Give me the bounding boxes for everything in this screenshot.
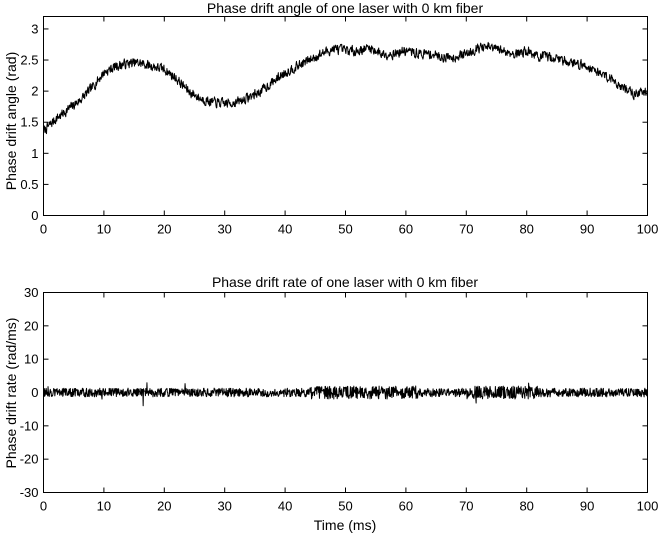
bottom-x-tick-label: 10 (97, 499, 111, 514)
bottom-x-tick-label: 100 (637, 499, 659, 514)
top-x-tick-label: 80 (519, 222, 533, 237)
bottom-y-tick-label: -30 (20, 485, 39, 500)
top-y-axis-label: Phase drift angle (rad) (3, 52, 19, 191)
bottom-x-tick-label: 30 (217, 499, 231, 514)
top-plot-frame (43, 16, 648, 216)
top-y-tick-label: 0.5 (20, 177, 38, 192)
top-chart-title: Phase drift angle of one laser with 0 km… (207, 0, 484, 16)
top-x-tick-label: 10 (97, 222, 111, 237)
top-x-tick-label: 20 (157, 222, 171, 237)
top-series-line (43, 41, 648, 135)
bottom-x-tick-label: 40 (278, 499, 292, 514)
top-x-tick-label: 70 (459, 222, 473, 237)
bottom-x-axis-label: Time (ms) (314, 517, 376, 533)
top-y-tick-label: 1.5 (20, 115, 38, 130)
top-axis-ticks: 0 10 20 30 40 50 60 70 80 90 100 0 0.5 1 1.5 2 2.5 3 (20, 16, 659, 237)
top-y-tick-label: 1 (31, 146, 38, 161)
bottom-y-tick-label: 20 (24, 318, 38, 333)
top-panel: Phase drift angle of one laser with 0 km… (3, 0, 658, 237)
top-x-tick-label: 30 (217, 222, 231, 237)
top-x-tick-label: 100 (637, 222, 659, 237)
top-x-tick-label: 0 (40, 222, 47, 237)
top-x-tick-label: 40 (278, 222, 292, 237)
bottom-panel: Phase drift rate of one laser with 0 km … (3, 274, 658, 533)
top-x-tick-label: 90 (580, 222, 594, 237)
bottom-y-tick-label: -10 (20, 418, 39, 433)
bottom-chart-title: Phase drift rate of one laser with 0 km … (212, 274, 478, 290)
bottom-x-tick-label: 70 (459, 499, 473, 514)
bottom-y-tick-label: 10 (24, 352, 38, 367)
bottom-y-tick-label: 0 (31, 385, 38, 400)
bottom-y-axis-label: Phase drift rate (rad/ms) (3, 318, 19, 469)
top-y-tick-label: 2 (31, 84, 38, 99)
bottom-x-tick-label: 50 (338, 499, 352, 514)
top-x-tick-label: 50 (338, 222, 352, 237)
top-y-tick-label: 3 (31, 21, 38, 36)
top-y-tick-label: 0 (31, 208, 38, 223)
bottom-x-tick-label: 90 (580, 499, 594, 514)
bottom-y-tick-label: 30 (24, 285, 38, 300)
top-y-tick-label: 2.5 (20, 53, 38, 68)
bottom-x-tick-label: 0 (40, 499, 47, 514)
bottom-x-tick-label: 20 (157, 499, 171, 514)
bottom-x-tick-label: 80 (519, 499, 533, 514)
bottom-x-tick-label: 60 (399, 499, 413, 514)
bottom-axis-ticks: 0 10 20 30 40 50 60 70 80 90 100 -30 -20 -10 0 10 20 30 (20, 285, 659, 514)
top-x-tick-label: 60 (399, 222, 413, 237)
bottom-series-line (43, 382, 648, 407)
bottom-y-tick-label: -20 (20, 452, 39, 467)
